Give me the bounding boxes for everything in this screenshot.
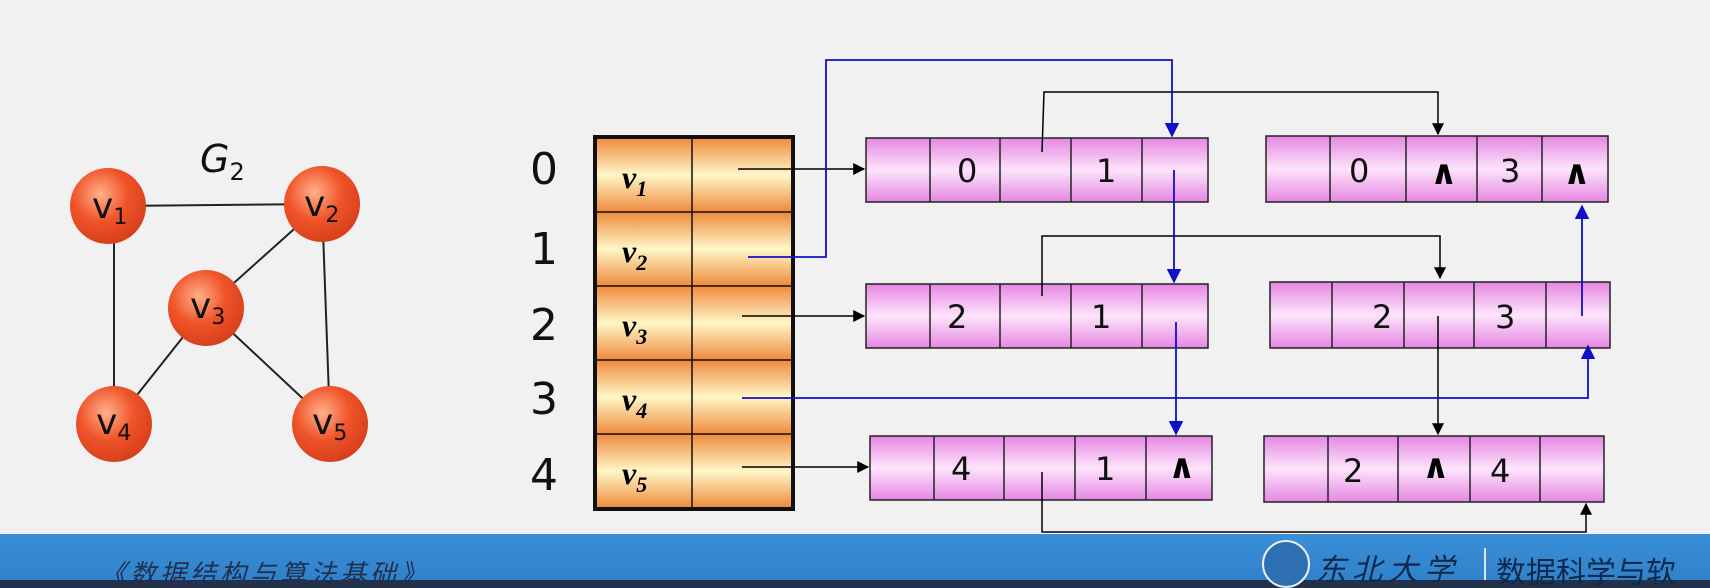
edge-node-jvex: 4 xyxy=(1490,452,1510,490)
footer-divider xyxy=(1484,548,1486,580)
edge-node-ivex: 2 xyxy=(947,298,967,336)
edge-node-jvex: 3 xyxy=(1500,152,1520,190)
department-name: 数据科学与软 xyxy=(1496,556,1676,588)
pointer-v4-firstedge xyxy=(742,344,1596,399)
edge-node-ivex: 0 xyxy=(957,152,977,190)
edge-node-ivex: 0 xyxy=(1349,152,1369,190)
edge-node-jvex: 1 xyxy=(1091,298,1111,336)
edge-node-jlink-null: ∧ xyxy=(1563,153,1591,193)
graph-vertex-v1: v1 xyxy=(70,168,146,244)
graph-vertex-v5: v5 xyxy=(292,386,368,462)
row-index-3: 3 xyxy=(530,374,558,425)
graph-vertex-v2: v2 xyxy=(284,166,360,242)
edge-node-ilink-null: ∧ xyxy=(1430,153,1458,193)
table-vertex-v5: v5 xyxy=(622,455,647,497)
university-name: 东北大学 xyxy=(1316,553,1460,588)
footer-bottom-strip xyxy=(0,580,1710,588)
row-index-2: 2 xyxy=(530,300,558,351)
edge-node-ivex: 2 xyxy=(1343,452,1363,490)
pointers-black xyxy=(738,91,1592,533)
edge-node xyxy=(865,137,1209,203)
table-vertex-v2: v2 xyxy=(622,233,647,275)
row-indices: 0 1 2 3 4 xyxy=(530,144,558,501)
edge-node xyxy=(1263,435,1605,503)
footer-bar xyxy=(0,534,1710,588)
vertex-table: v1 v2 v3 v4 v5 xyxy=(593,135,795,511)
svg-text:v4: v4 xyxy=(96,402,131,446)
table-vertex-v3: v3 xyxy=(622,307,647,349)
edge-node xyxy=(1269,281,1611,349)
svg-text:v1: v1 xyxy=(92,186,127,230)
graph-name: G2 xyxy=(200,137,245,186)
table-vertex-v1: v1 xyxy=(622,159,647,201)
row-index-0: 0 xyxy=(530,144,558,195)
graph-vertex-v4: v4 xyxy=(76,386,152,462)
pointer-ilink-node1 xyxy=(1041,91,1444,153)
pointers-blue xyxy=(742,59,1596,436)
edge-node-jlink-null: ∧ xyxy=(1168,447,1196,487)
svg-text:v3: v3 xyxy=(190,286,225,330)
edge-node-ilink-null: ∧ xyxy=(1422,447,1450,487)
edge-node-jvex: 3 xyxy=(1495,298,1515,336)
row-index-1: 1 xyxy=(530,224,558,275)
course-title: 《数据结构与算法基础》 xyxy=(100,560,431,588)
edge-node-ivex: 2 xyxy=(1372,298,1392,336)
edge-node xyxy=(865,283,1209,349)
pointer-v2-firstedge xyxy=(748,59,1180,258)
edge-node-ivex: 4 xyxy=(951,450,971,488)
pointer-ilink-node3 xyxy=(1041,235,1446,296)
edge-node xyxy=(1265,135,1609,203)
pointer-ilink-node5 xyxy=(1041,472,1592,533)
svg-text:v2: v2 xyxy=(304,184,339,228)
edge-node-jvex: 1 xyxy=(1096,152,1116,190)
edge-node xyxy=(869,435,1213,501)
edge-node-jvex: 1 xyxy=(1095,450,1115,488)
table-vertex-v4: v4 xyxy=(622,381,647,423)
university-logo-icon xyxy=(1262,540,1310,588)
row-index-4: 4 xyxy=(530,450,558,501)
graph-vertex-v3: v3 xyxy=(168,270,244,346)
svg-text:v5: v5 xyxy=(312,402,347,446)
